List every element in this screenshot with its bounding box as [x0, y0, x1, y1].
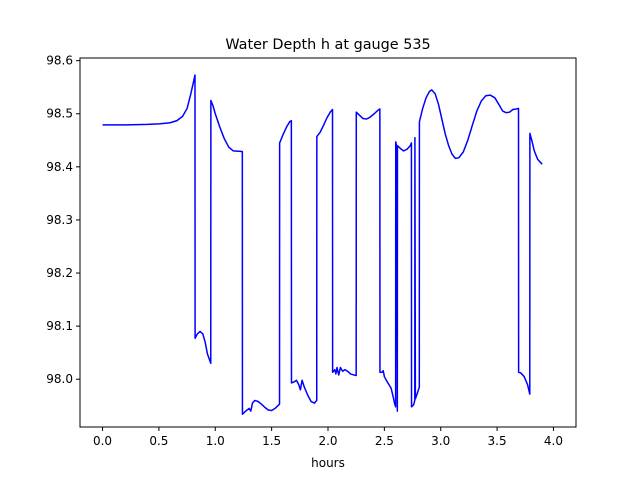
y-tick-label: 98.2: [46, 266, 73, 280]
y-tick-label: 98.5: [46, 107, 73, 121]
x-tick-label: 0.5: [149, 434, 168, 448]
x-tick-label: 2.0: [318, 434, 337, 448]
y-tick-label: 98.3: [46, 213, 73, 227]
ticks: 0.0 0.5 1.0 1.5 2.0 2.5 3.0 3.5 4.0 98.0 98.1 98.2 9…: [46, 54, 563, 448]
x-tick-label: 2.5: [375, 434, 394, 448]
series-line: [102, 74, 543, 416]
x-tick-label: 3.5: [488, 434, 507, 448]
x-tick-label: 4.0: [544, 434, 563, 448]
x-axis-label: hours: [311, 456, 345, 470]
x-tick-label: 3.0: [431, 434, 450, 448]
x-tick-label: 0.0: [93, 434, 112, 448]
x-tick-label: 1.5: [262, 434, 281, 448]
plot-frame: [79, 57, 577, 428]
y-tick-label: 98.1: [46, 319, 73, 333]
series-group: [102, 74, 543, 416]
y-tick-label: 98.4: [46, 160, 73, 174]
chart-title: Water Depth h at gauge 535: [225, 37, 430, 53]
axes: [79, 57, 577, 428]
x-tick-label: 1.0: [206, 434, 225, 448]
y-tick-label: 98.0: [46, 372, 73, 386]
y-tick-label: 98.6: [46, 54, 73, 68]
